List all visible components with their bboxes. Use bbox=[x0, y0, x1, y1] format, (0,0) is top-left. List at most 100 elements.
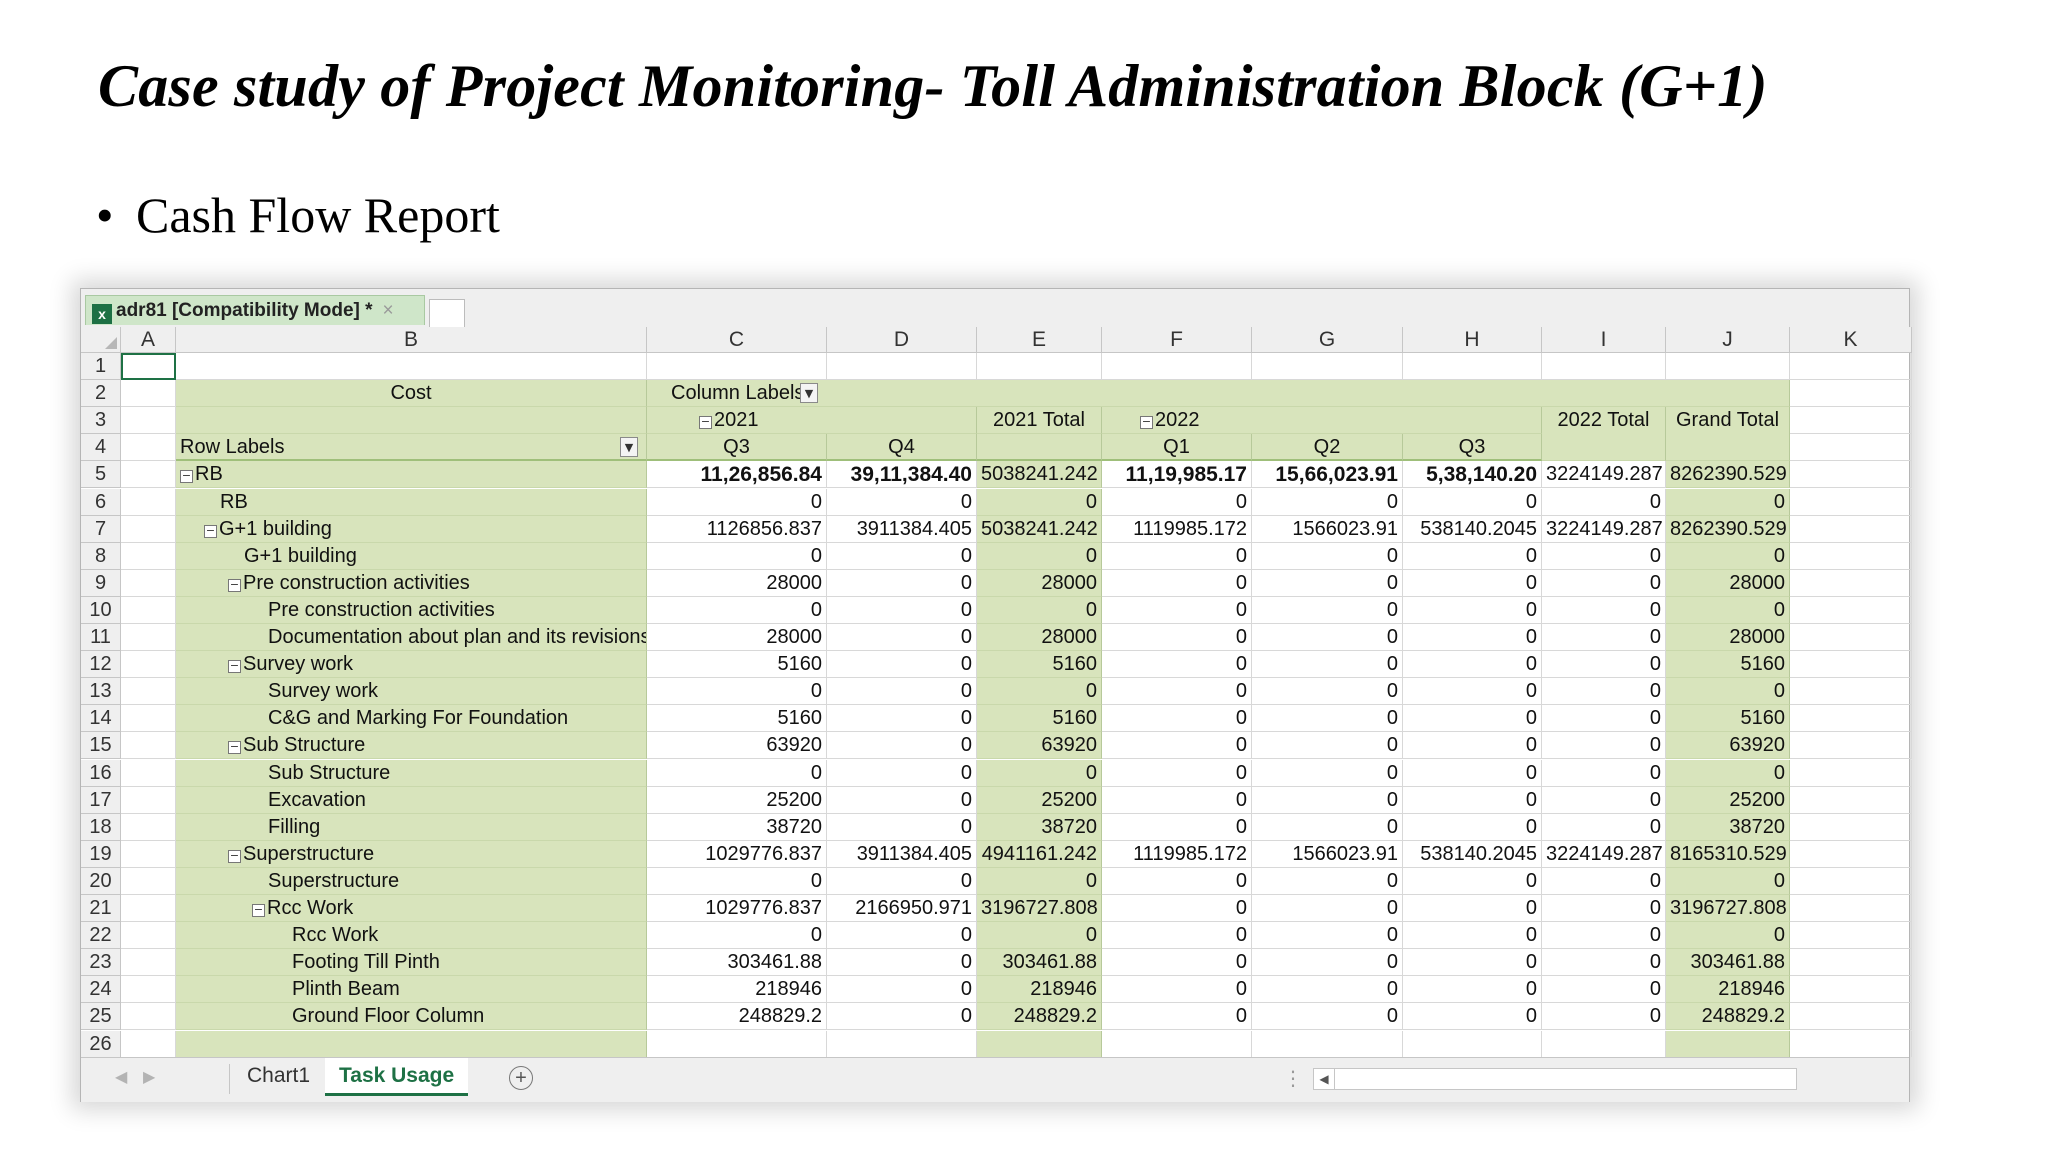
cell[interactable] bbox=[121, 867, 176, 895]
value-cell[interactable]: 0 bbox=[1542, 895, 1666, 923]
value-cell[interactable]: 3224149.287 bbox=[1542, 840, 1666, 868]
value-cell[interactable]: 0 bbox=[1403, 651, 1542, 679]
cell[interactable] bbox=[1790, 461, 1912, 489]
value-cell[interactable]: 0 bbox=[1403, 596, 1542, 624]
value-cell[interactable]: 0 bbox=[1252, 949, 1403, 977]
cell[interactable] bbox=[121, 353, 176, 381]
new-tab-button[interactable] bbox=[429, 299, 465, 329]
value-cell[interactable]: 0 bbox=[1252, 895, 1403, 923]
cell[interactable] bbox=[827, 353, 977, 381]
collapse-toggle-icon[interactable]: − bbox=[1140, 415, 1153, 430]
pivot-row-label[interactable] bbox=[176, 1030, 647, 1057]
row-header[interactable]: 21 bbox=[81, 895, 121, 923]
value-cell[interactable]: 1119985.172 bbox=[1102, 840, 1252, 868]
collapse-toggle-icon[interactable]: − bbox=[180, 469, 193, 484]
cell[interactable] bbox=[121, 678, 176, 706]
value-cell[interactable]: 0 bbox=[1403, 949, 1542, 977]
quarter-header[interactable]: Q2 bbox=[1252, 434, 1403, 462]
cell[interactable] bbox=[121, 624, 176, 652]
value-cell[interactable]: 0 bbox=[827, 651, 977, 679]
cell[interactable] bbox=[121, 596, 176, 624]
value-cell[interactable]: 0 bbox=[1542, 1003, 1666, 1031]
split-handle-icon[interactable]: ⋮ bbox=[1283, 1066, 1303, 1090]
value-cell[interactable] bbox=[1666, 1030, 1790, 1057]
value-cell[interactable]: 218946 bbox=[977, 976, 1102, 1004]
pivot-row-label[interactable]: Plinth Beam bbox=[176, 976, 647, 1004]
value-cell[interactable]: 5038241.242 bbox=[977, 461, 1102, 489]
row-header[interactable]: 2 bbox=[81, 380, 121, 408]
value-cell[interactable]: 0 bbox=[647, 759, 827, 787]
value-cell[interactable]: 5160 bbox=[977, 651, 1102, 679]
collapse-toggle-icon[interactable]: − bbox=[228, 848, 241, 863]
value-cell[interactable]: 25200 bbox=[1666, 786, 1790, 814]
value-cell[interactable]: 11,19,985.17 bbox=[1102, 461, 1252, 489]
filter-dropdown-icon[interactable]: ▼ bbox=[800, 383, 818, 404]
value-cell[interactable]: 0 bbox=[1102, 949, 1252, 977]
value-cell[interactable]: 28000 bbox=[977, 569, 1102, 597]
value-cell[interactable]: 5160 bbox=[977, 705, 1102, 733]
value-cell[interactable]: 63920 bbox=[1666, 732, 1790, 760]
value-cell[interactable]: 0 bbox=[1542, 867, 1666, 895]
grand-total-header[interactable]: Grand Total bbox=[1666, 407, 1790, 462]
cell[interactable] bbox=[1790, 705, 1912, 733]
value-cell[interactable]: 0 bbox=[1252, 678, 1403, 706]
cell[interactable] bbox=[176, 353, 647, 381]
value-cell[interactable]: 0 bbox=[1102, 705, 1252, 733]
value-cell[interactable]: 0 bbox=[1252, 1003, 1403, 1031]
pivot-row-label[interactable]: − Sub Structure bbox=[176, 732, 647, 760]
year-2022-header[interactable]: −2022 bbox=[1102, 407, 1542, 435]
value-cell[interactable] bbox=[1542, 1030, 1666, 1057]
value-cell[interactable]: 0 bbox=[1403, 569, 1542, 597]
cell[interactable] bbox=[1790, 651, 1912, 679]
value-cell[interactable]: 0 bbox=[1542, 786, 1666, 814]
value-cell[interactable]: 0 bbox=[1102, 678, 1252, 706]
year-2021-header[interactable]: −2021 bbox=[647, 407, 977, 435]
cell[interactable] bbox=[1252, 353, 1403, 381]
value-cell[interactable]: 0 bbox=[1403, 678, 1542, 706]
collapse-toggle-icon[interactable]: − bbox=[228, 577, 241, 592]
value-cell[interactable]: 538140.2045 bbox=[1403, 515, 1542, 543]
value-cell[interactable]: 0 bbox=[1252, 542, 1403, 570]
column-header-i[interactable]: I bbox=[1542, 327, 1666, 353]
value-cell[interactable]: 8165310.529 bbox=[1666, 840, 1790, 868]
value-cell[interactable]: 0 bbox=[1403, 813, 1542, 841]
collapse-toggle-icon[interactable]: − bbox=[252, 903, 265, 917]
value-cell[interactable]: 0 bbox=[827, 976, 977, 1004]
value-cell[interactable]: 0 bbox=[827, 569, 977, 597]
value-cell[interactable]: 0 bbox=[1102, 542, 1252, 570]
cell[interactable] bbox=[1790, 407, 1912, 435]
value-cell[interactable]: 0 bbox=[1666, 542, 1790, 570]
value-cell[interactable]: 0 bbox=[1252, 976, 1403, 1004]
value-cell[interactable]: 5038241.242 bbox=[977, 515, 1102, 543]
value-cell[interactable]: 0 bbox=[1252, 922, 1403, 950]
cell[interactable] bbox=[121, 840, 176, 868]
value-cell[interactable] bbox=[1102, 1030, 1252, 1057]
value-cell[interactable]: 0 bbox=[1542, 732, 1666, 760]
value-cell[interactable]: 0 bbox=[977, 867, 1102, 895]
row-header[interactable]: 25 bbox=[81, 1003, 121, 1031]
value-cell[interactable]: 28000 bbox=[1666, 624, 1790, 652]
value-cell[interactable]: 5160 bbox=[1666, 651, 1790, 679]
pivot-row-label[interactable]: Documentation about plan and its revisio… bbox=[176, 624, 647, 652]
value-cell[interactable]: 0 bbox=[977, 759, 1102, 787]
value-cell[interactable]: 0 bbox=[1542, 569, 1666, 597]
horizontal-scrollbar[interactable]: ◀ bbox=[1313, 1068, 1797, 1090]
cell[interactable] bbox=[1790, 596, 1912, 624]
cell[interactable] bbox=[1790, 380, 1912, 408]
value-cell[interactable]: 0 bbox=[1403, 488, 1542, 516]
value-cell[interactable]: 0 bbox=[977, 542, 1102, 570]
value-cell[interactable]: 0 bbox=[1666, 678, 1790, 706]
row-header[interactable]: 6 bbox=[81, 488, 121, 516]
value-cell[interactable]: 303461.88 bbox=[977, 949, 1102, 977]
value-cell[interactable]: 2166950.971 bbox=[827, 895, 977, 923]
cell[interactable] bbox=[1790, 1030, 1912, 1057]
cell[interactable] bbox=[1790, 624, 1912, 652]
pivot-row-label[interactable]: Footing Till Pinth bbox=[176, 949, 647, 977]
collapse-toggle-icon[interactable]: − bbox=[228, 659, 241, 674]
value-cell[interactable]: 5160 bbox=[647, 705, 827, 733]
row-header[interactable]: 1 bbox=[81, 353, 121, 381]
value-cell[interactable]: 3224149.287 bbox=[1542, 461, 1666, 489]
row-header[interactable]: 15 bbox=[81, 732, 121, 760]
value-cell[interactable]: 28000 bbox=[1666, 569, 1790, 597]
cell[interactable] bbox=[1790, 678, 1912, 706]
